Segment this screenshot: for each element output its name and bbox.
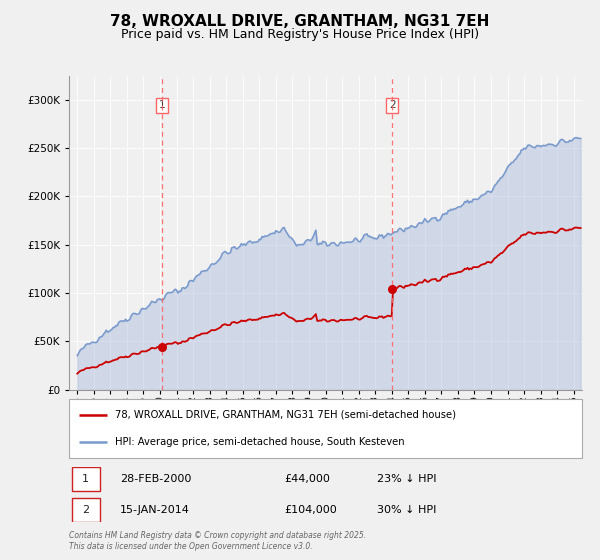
Text: £104,000: £104,000 (284, 505, 337, 515)
Text: Price paid vs. HM Land Registry's House Price Index (HPI): Price paid vs. HM Land Registry's House … (121, 28, 479, 41)
Text: 1: 1 (158, 100, 166, 110)
Text: 78, WROXALL DRIVE, GRANTHAM, NG31 7EH: 78, WROXALL DRIVE, GRANTHAM, NG31 7EH (110, 14, 490, 29)
Text: Contains HM Land Registry data © Crown copyright and database right 2025.
This d: Contains HM Land Registry data © Crown c… (69, 531, 366, 551)
Text: HPI: Average price, semi-detached house, South Kesteven: HPI: Average price, semi-detached house,… (115, 437, 405, 447)
Text: 30% ↓ HPI: 30% ↓ HPI (377, 505, 436, 515)
Text: 2: 2 (82, 505, 89, 515)
FancyBboxPatch shape (69, 399, 582, 458)
Text: 23% ↓ HPI: 23% ↓ HPI (377, 474, 436, 484)
FancyBboxPatch shape (71, 498, 100, 522)
Text: £44,000: £44,000 (284, 474, 331, 484)
Text: 15-JAN-2014: 15-JAN-2014 (121, 505, 190, 515)
Text: 1: 1 (82, 474, 89, 484)
FancyBboxPatch shape (71, 467, 100, 491)
Text: 2: 2 (389, 100, 395, 110)
Text: 28-FEB-2000: 28-FEB-2000 (121, 474, 191, 484)
Text: 78, WROXALL DRIVE, GRANTHAM, NG31 7EH (semi-detached house): 78, WROXALL DRIVE, GRANTHAM, NG31 7EH (s… (115, 410, 456, 420)
